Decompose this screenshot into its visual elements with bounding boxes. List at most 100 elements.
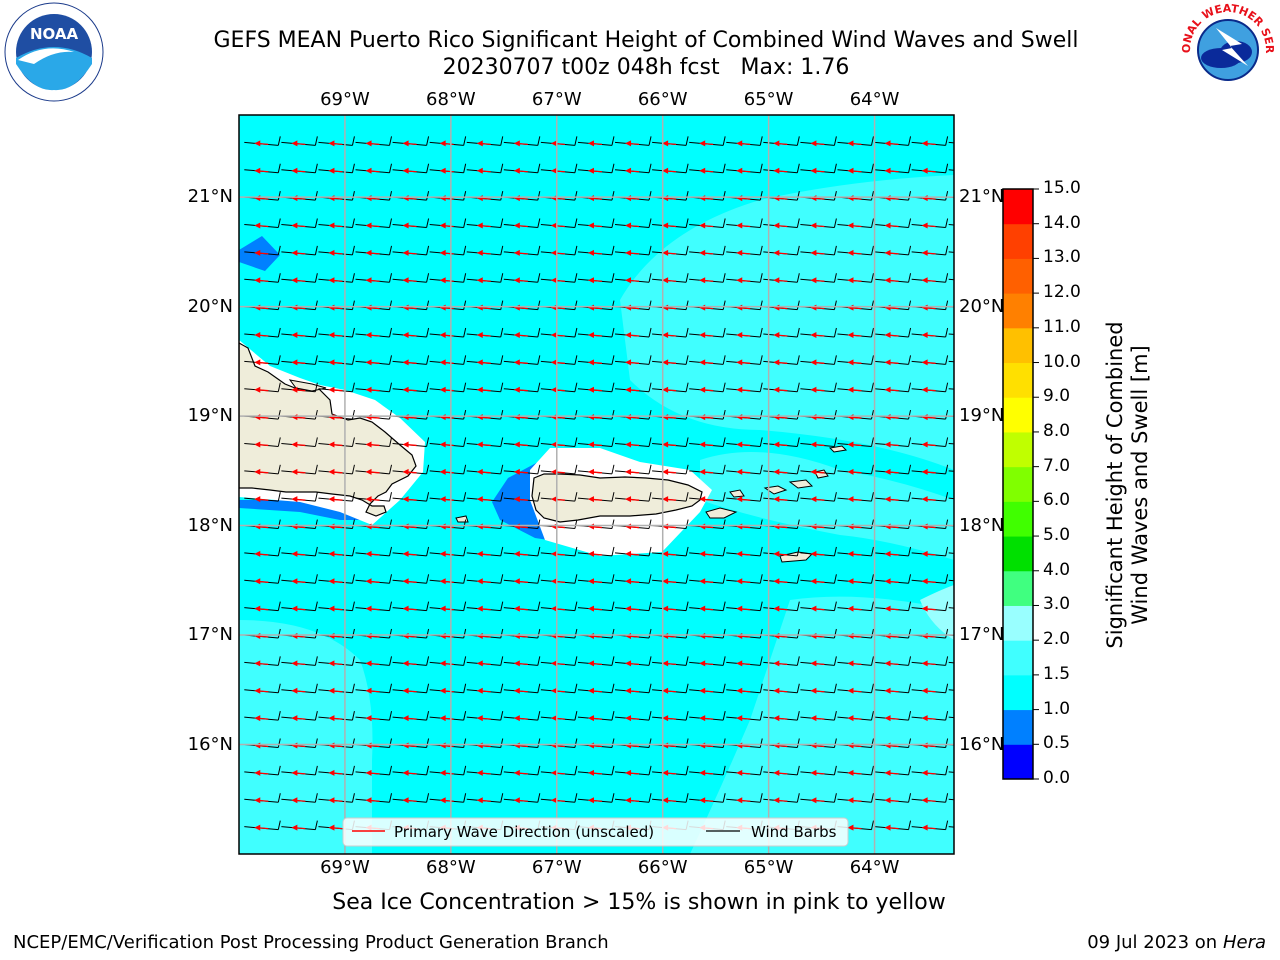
footer-date: 09 Jul 2023 on Hera bbox=[1087, 932, 1266, 953]
footer-host: Hera bbox=[1222, 932, 1266, 953]
lat-label-right: 18°N bbox=[959, 514, 1005, 536]
wave-direction-arrow bbox=[961, 691, 973, 692]
lat-label-left: 20°N bbox=[187, 295, 233, 317]
tortuga-island bbox=[288, 379, 327, 392]
lon-label-top: 66°W bbox=[637, 89, 688, 110]
wave-direction-arrow bbox=[961, 390, 973, 391]
colorbar-tick-label: 8.0 bbox=[1043, 420, 1071, 441]
sea-ice-note: Sea Ice Concentration > 15% is shown in … bbox=[332, 890, 946, 915]
colorbar-tick-label: 9.0 bbox=[1043, 386, 1071, 407]
lon-label-bottom: 66°W bbox=[637, 857, 688, 878]
wave-direction-arrow bbox=[961, 828, 973, 829]
colorbar-tick-label: 5.0 bbox=[1043, 525, 1071, 546]
colorbar-tick-label: 7.0 bbox=[1043, 455, 1071, 476]
wave-direction-arrow bbox=[961, 362, 973, 363]
anegada-island bbox=[828, 445, 848, 453]
nws-logo-icon: NATIONAL WEATHER SERVICE bbox=[1171, 0, 1280, 100]
lat-label-left: 19°N bbox=[187, 405, 233, 427]
colorbar-segment bbox=[1003, 605, 1033, 641]
map-title: GEFS MEAN Puerto Rico Significant Height… bbox=[213, 28, 1079, 53]
colorbar-segment bbox=[1003, 709, 1033, 745]
lat-label-left: 17°N bbox=[187, 624, 233, 646]
lat-label-left: 18°N bbox=[187, 514, 233, 536]
footer-date-text: 09 Jul 2023 on bbox=[1087, 932, 1223, 953]
lat-label-left: 21°N bbox=[187, 186, 233, 208]
wave-direction-arrow bbox=[961, 444, 973, 445]
lat-label-right: 19°N bbox=[959, 405, 1005, 427]
lat-label-right: 17°N bbox=[959, 624, 1005, 646]
map-frame bbox=[238, 114, 955, 855]
lon-label-bottom: 68°W bbox=[425, 857, 476, 878]
colorbar-segment bbox=[1003, 674, 1033, 711]
wave-height-band-northeast bbox=[620, 175, 954, 470]
lon-label-top: 69°W bbox=[320, 89, 370, 110]
colorbar-tick-label: 10.0 bbox=[1043, 351, 1081, 372]
colorbar-tick-label: 4.0 bbox=[1043, 559, 1071, 580]
vieques-island bbox=[705, 507, 738, 519]
colorbar-label-line2: Wind Waves and Swell [m] bbox=[1128, 345, 1152, 625]
wave-direction-arrow bbox=[961, 143, 973, 144]
wave-height-patch-hispaniola-south bbox=[239, 500, 375, 520]
colorbar-segment bbox=[1003, 744, 1033, 780]
virgin-islands-st-thomas bbox=[763, 485, 788, 495]
wave-direction-arrow bbox=[961, 499, 973, 500]
lon-label-bottom: 67°W bbox=[531, 857, 582, 878]
lon-label-top: 67°W bbox=[531, 89, 582, 110]
colorbar-segment bbox=[1003, 466, 1033, 502]
colorbar-tick-label: 0.0 bbox=[1043, 768, 1071, 788]
wave-direction-arrow bbox=[961, 663, 973, 664]
virgin-islands-tortola bbox=[788, 479, 814, 489]
colorbar-segment bbox=[1003, 258, 1033, 294]
wave-direction-arrow bbox=[961, 171, 973, 172]
map-legend: Primary Wave Direction (unscaled) Wind B… bbox=[342, 817, 849, 847]
lat-label-left: 16°N bbox=[187, 733, 233, 755]
colorbar-tick-label: 11.0 bbox=[1043, 316, 1081, 337]
colorbar-tick-label: 13.0 bbox=[1043, 247, 1081, 268]
wave-direction-arrow bbox=[961, 253, 973, 254]
colorbar-tick-label: 0.5 bbox=[1043, 733, 1071, 754]
svg-text:NOAA: NOAA bbox=[30, 25, 79, 43]
legend-wind-barbs-label: Wind Barbs bbox=[751, 823, 837, 841]
wave-direction-arrow bbox=[961, 225, 973, 226]
wave-direction-arrow bbox=[961, 718, 973, 719]
wave-direction-arrow bbox=[961, 800, 973, 801]
wave-height-band-east bbox=[700, 452, 954, 560]
wave-direction-arrow bbox=[961, 581, 973, 582]
colorbar-tick-label: 6.0 bbox=[1043, 490, 1071, 511]
wave-direction-arrow bbox=[961, 609, 973, 610]
wave-height-band-southwest bbox=[239, 620, 373, 854]
lat-label-right: 20°N bbox=[959, 295, 1005, 317]
colorbar-segment bbox=[1003, 327, 1033, 364]
lat-label-right: 16°N bbox=[959, 733, 1005, 755]
lon-label-bottom: 69°W bbox=[320, 857, 370, 878]
lon-label-top: 68°W bbox=[425, 89, 476, 110]
map-subtitle: 20230707 t00z 048h fcst Max: 1.76 bbox=[442, 55, 850, 80]
wave-height-band-southeast bbox=[690, 596, 954, 854]
footer-branch: NCEP/EMC/Verification Post Processing Pr… bbox=[13, 932, 609, 953]
wave-direction-arrow bbox=[961, 773, 973, 774]
colorbar-tick-label: 2.0 bbox=[1043, 629, 1071, 650]
culebra-island bbox=[729, 489, 745, 498]
lon-label-bottom: 65°W bbox=[743, 857, 794, 878]
colorbar-tick-label: 3.0 bbox=[1043, 594, 1071, 615]
colorbar-label-line1: Significant Height of Combined bbox=[1103, 321, 1127, 649]
colorbar-segment bbox=[1003, 640, 1033, 676]
colorbar-segment bbox=[1003, 536, 1033, 572]
colorbar-segment bbox=[1003, 362, 1033, 398]
colorbar-segment bbox=[1003, 293, 1033, 329]
colorbar-tick-label: 1.5 bbox=[1043, 663, 1071, 684]
legend-wave-direction-label: Primary Wave Direction (unscaled) bbox=[394, 823, 654, 841]
colorbar-tick-label: 15.0 bbox=[1043, 178, 1081, 198]
lat-label-right: 21°N bbox=[959, 186, 1005, 208]
colorbar-tick-label: 1.0 bbox=[1043, 698, 1071, 719]
colorbar-segment bbox=[1003, 397, 1033, 433]
wave-direction-arrow bbox=[961, 472, 973, 473]
colorbar-segment bbox=[1003, 570, 1033, 606]
wave-height-patch-east bbox=[920, 585, 954, 640]
lon-label-top: 64°W bbox=[849, 89, 900, 110]
lon-label-bottom: 64°W bbox=[849, 857, 900, 878]
colorbar bbox=[1002, 188, 1039, 780]
st-croix-island bbox=[779, 551, 814, 563]
wave-direction-arrow bbox=[961, 554, 973, 555]
